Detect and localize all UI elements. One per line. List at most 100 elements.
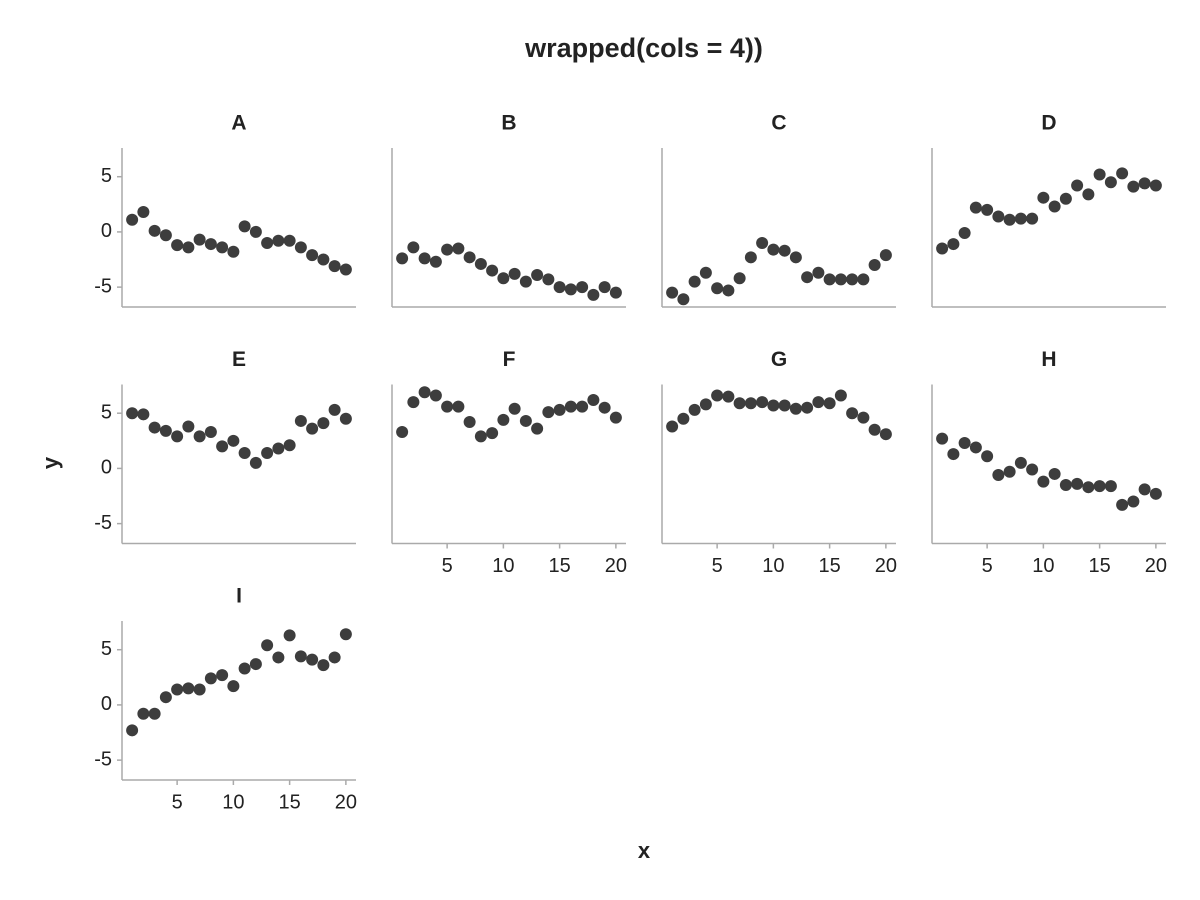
point [227,245,240,258]
point [294,241,307,254]
point [1127,495,1140,508]
point [733,272,746,285]
x-tick-label: 5 [982,555,993,577]
point [947,448,960,461]
point [981,450,994,463]
point [1026,463,1039,476]
point [486,264,499,277]
point [1104,480,1117,493]
point [159,229,172,242]
point [722,284,735,297]
point [1037,191,1050,204]
point [1048,467,1061,480]
point [1048,200,1061,213]
point [193,430,206,443]
point [598,281,611,294]
x-tick-label: 10 [762,555,784,577]
point [204,672,217,685]
point [587,288,600,301]
x-tick-label: 20 [1145,555,1167,577]
point [137,707,150,720]
point [306,653,319,666]
chart-title: wrapped(cols = 4)) [524,33,763,63]
point [519,414,532,427]
point [182,682,195,695]
point [756,396,769,409]
point [576,400,589,413]
point [182,241,195,254]
point [1082,188,1095,201]
point [936,432,949,445]
point [722,390,735,403]
point [744,251,757,264]
point [272,234,285,247]
point [497,272,510,285]
point [553,281,566,294]
point [463,251,476,264]
point [1014,212,1027,225]
panel-title: F [503,348,516,371]
point [1149,487,1162,500]
x-tick-label: 10 [1032,555,1054,577]
panel-title: B [501,112,516,135]
point [429,255,442,268]
point [452,242,465,255]
point [193,233,206,246]
point [294,414,307,427]
point [238,220,251,233]
point [216,241,229,254]
y-axis-label: y [38,456,63,469]
point [1059,192,1072,205]
x-tick-label: 5 [442,555,453,577]
point [868,259,881,272]
point [204,425,217,438]
point [396,252,409,265]
point [756,236,769,249]
point [249,456,262,469]
point [126,407,139,420]
point [294,650,307,663]
x-axis-label: x [638,838,651,863]
point [171,683,184,696]
point [981,203,994,216]
point [1104,176,1117,189]
y-tick-label: -5 [94,512,112,534]
point [564,283,577,296]
point [857,273,870,286]
panel-title: A [231,112,246,135]
point [666,420,679,433]
point [801,401,814,414]
point [272,442,285,455]
point [711,282,724,295]
point [1093,168,1106,181]
y-tick-label: 0 [101,693,112,715]
point [1059,478,1072,491]
x-tick-label: 10 [492,555,514,577]
panel-title: I [236,585,242,608]
point [148,224,161,237]
point [159,691,172,704]
point [193,683,206,696]
y-tick-label: 5 [101,401,112,423]
point [1093,480,1106,493]
point [969,441,982,454]
point [767,399,780,412]
point [1116,167,1129,180]
point [463,416,476,429]
point [958,437,971,450]
point [249,225,262,238]
point [531,422,544,435]
point [283,439,296,452]
point [576,281,589,294]
point [126,724,139,737]
point [261,639,274,652]
point [339,628,352,641]
point [317,417,330,430]
point [182,420,195,433]
point [418,252,431,265]
point [958,227,971,240]
point [677,293,690,306]
point [306,249,319,262]
point [171,239,184,252]
